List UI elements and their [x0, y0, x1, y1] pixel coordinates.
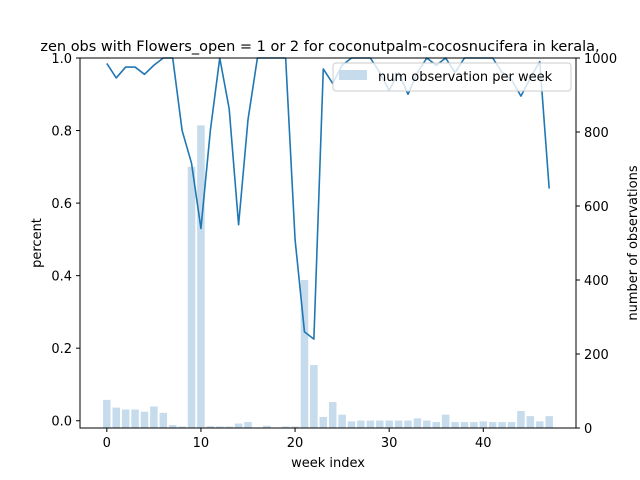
y-left-tick-label: 0.8 — [51, 125, 72, 140]
bar — [197, 125, 205, 428]
bar — [451, 422, 459, 428]
x-ticks: 0 10 20 30 40 — [103, 428, 492, 451]
x-tick-label: 10 — [193, 436, 210, 451]
x-tick-label: 30 — [381, 436, 398, 451]
bar — [291, 426, 299, 428]
bar — [441, 414, 450, 428]
y-right-tick-label: 200 — [584, 348, 609, 363]
bar — [281, 426, 290, 428]
bar — [470, 422, 478, 428]
bar — [385, 420, 393, 428]
bar — [234, 423, 243, 428]
y-axis-label-left: percent — [30, 218, 45, 268]
bar — [168, 425, 177, 428]
legend-box — [332, 62, 572, 92]
bar — [394, 420, 403, 428]
bar — [150, 406, 158, 428]
y-axis-label-right: number of observations — [626, 165, 640, 320]
bar — [357, 420, 365, 428]
bar — [319, 416, 328, 428]
bar — [423, 420, 431, 428]
bar — [140, 411, 149, 428]
chart-title: zen obs with Flowers_open = 1 or 2 for c… — [40, 39, 599, 55]
y-right-tick-label: 600 — [584, 200, 609, 215]
bar — [103, 399, 111, 428]
bar — [536, 421, 544, 428]
bar — [413, 418, 422, 428]
series-line — [106, 57, 550, 340]
legend: num observation per week — [332, 62, 572, 92]
bar — [187, 166, 196, 428]
bar — [206, 426, 215, 428]
legend-label: num observation per week — [378, 70, 553, 85]
bar — [498, 422, 506, 428]
y-left-tick-label: 0.0 — [51, 415, 72, 430]
bar — [517, 410, 525, 428]
bar — [216, 426, 224, 428]
bar — [488, 422, 497, 428]
bar — [244, 422, 252, 428]
legend-swatch — [339, 70, 367, 80]
bar — [121, 409, 130, 428]
bar — [178, 426, 186, 428]
bar — [507, 422, 516, 428]
bar — [526, 416, 535, 428]
y-right-tick-label: 800 — [584, 126, 609, 141]
bar — [112, 407, 120, 428]
y-left-ticks: 0.0 0.2 0.4 0.6 0.8 1.0 — [51, 52, 80, 430]
bar — [432, 422, 440, 428]
x-tick-label: 20 — [287, 436, 304, 451]
y-right-tick-label: 400 — [584, 274, 609, 289]
y-left-tick-label: 0.2 — [51, 342, 72, 357]
bars-layer — [103, 125, 553, 428]
bar — [263, 425, 271, 428]
y-left-tick-label: 1.0 — [51, 52, 72, 67]
bar — [366, 420, 375, 428]
y-right-ticks: 0 200 400 600 800 1000 — [576, 52, 617, 437]
bar — [310, 365, 318, 428]
bar — [479, 421, 488, 428]
y-left-tick-label: 0.6 — [51, 197, 72, 212]
y-right-tick-label: 1000 — [584, 52, 617, 67]
y-right-tick-label: 0 — [584, 422, 592, 437]
x-tick-label: 0 — [103, 436, 111, 451]
bar — [225, 426, 233, 428]
bar — [404, 420, 412, 428]
bar — [545, 416, 553, 428]
bar — [376, 420, 384, 428]
plot-frame — [79, 57, 577, 429]
bar — [460, 422, 469, 428]
bar — [328, 402, 337, 428]
bar — [338, 414, 346, 428]
bar — [131, 409, 139, 428]
bar — [347, 421, 356, 428]
x-tick-label: 40 — [475, 436, 492, 451]
x-axis-label: week index — [291, 456, 365, 471]
y-left-tick-label: 0.4 — [51, 270, 72, 285]
line-layer — [106, 57, 550, 340]
bar — [159, 412, 168, 428]
bar — [300, 280, 309, 428]
